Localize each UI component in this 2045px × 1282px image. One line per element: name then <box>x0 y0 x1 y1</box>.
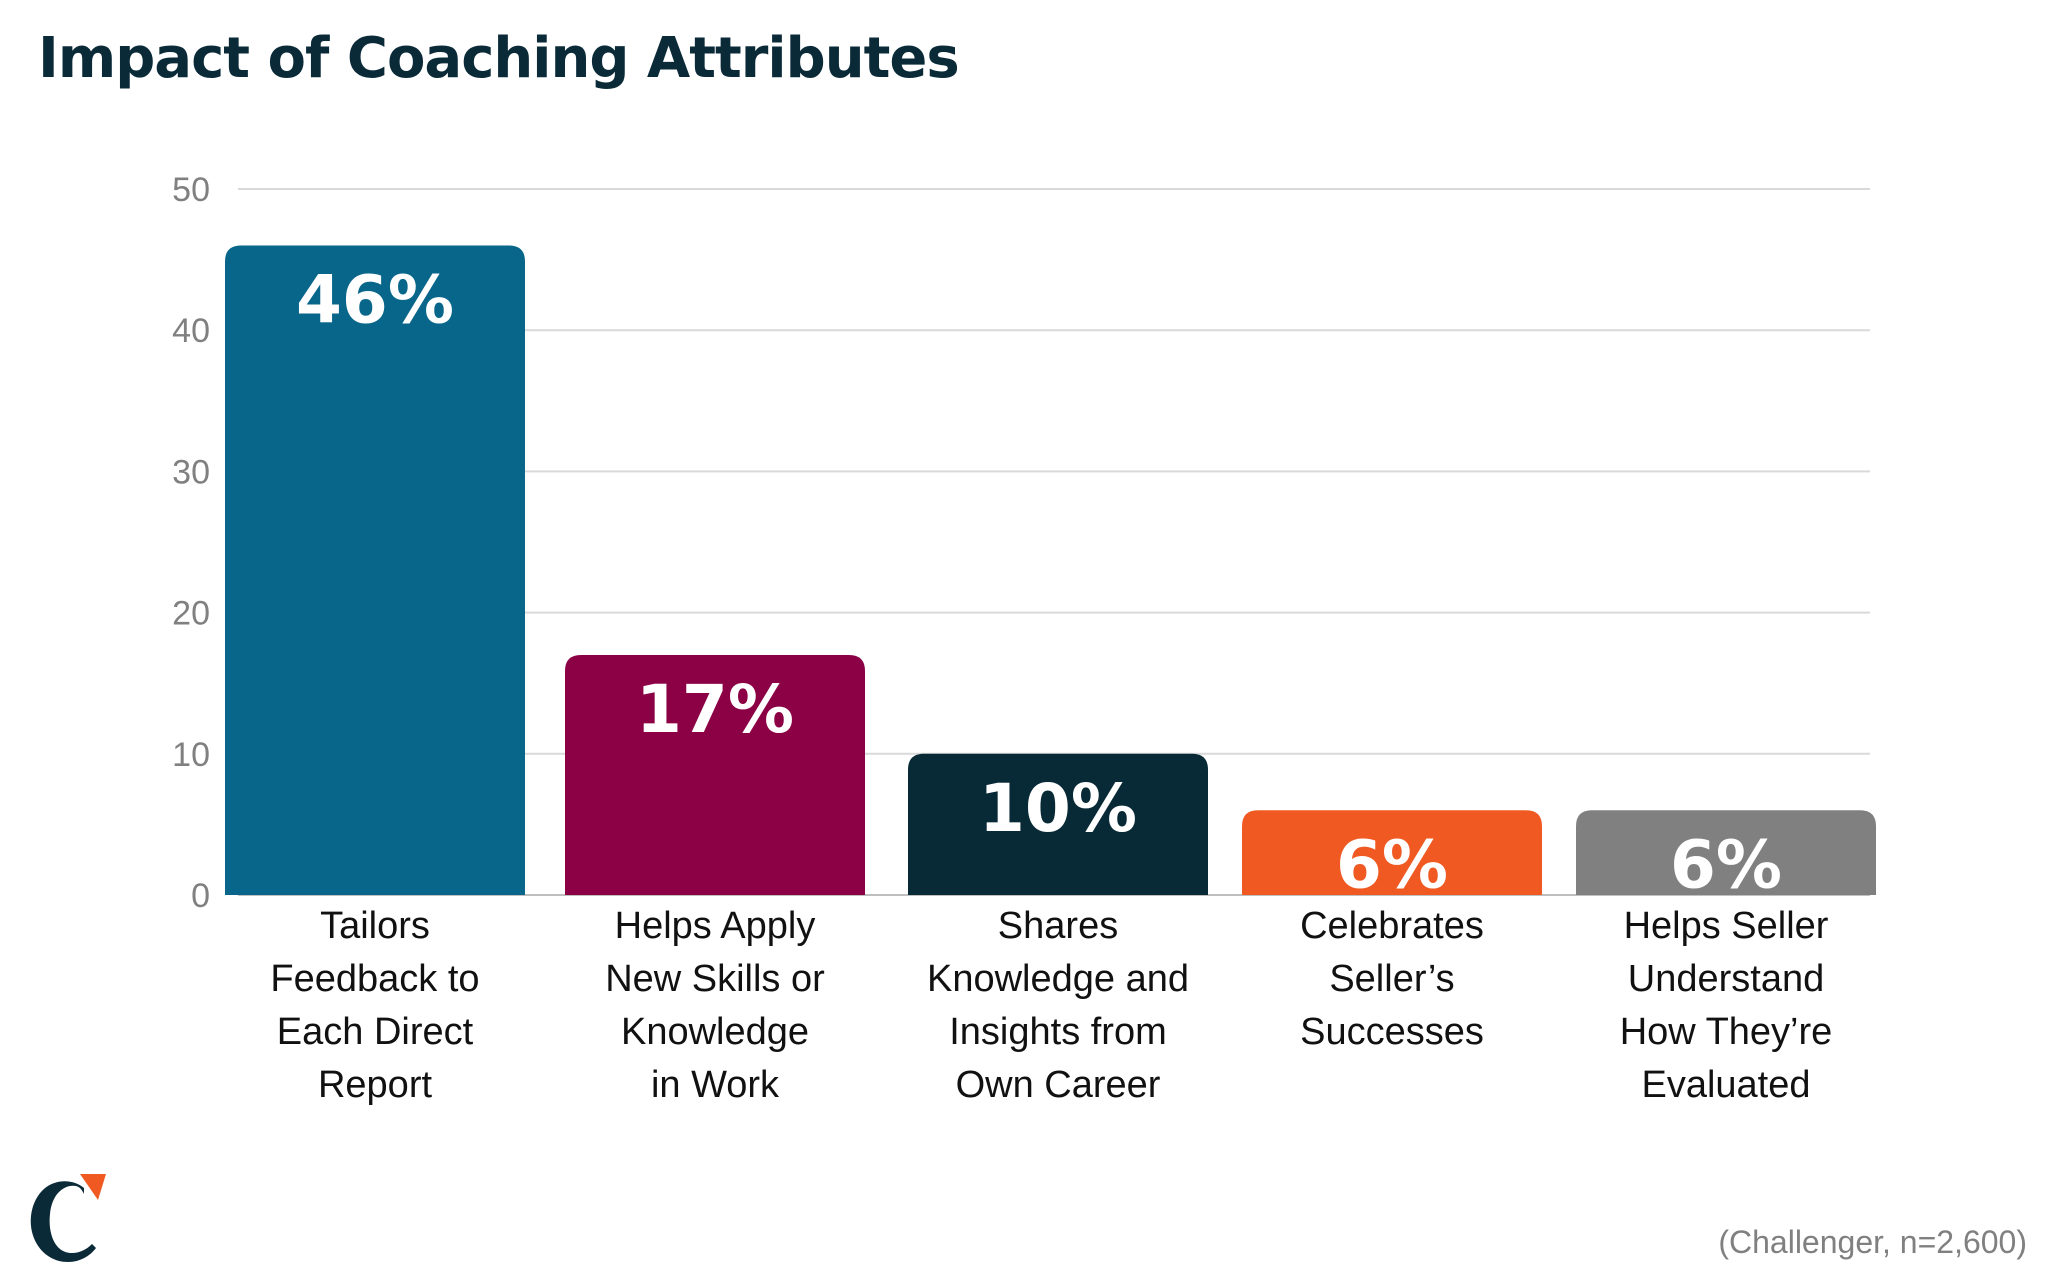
y-tick-label: 10 <box>172 736 210 774</box>
category-label: Insights from <box>949 1011 1167 1053</box>
bar-value-label: 6% <box>1670 826 1782 903</box>
category-label: Report <box>318 1064 432 1106</box>
category-label: in Work <box>651 1064 780 1106</box>
y-axis-ticks: 0 10 20 30 40 50 <box>172 171 210 915</box>
bar-value-label: 46% <box>296 261 454 338</box>
category-label: New Skills or <box>605 958 825 1000</box>
bar <box>565 654 865 895</box>
value-labels: 46% 17% 10% 6% 6% <box>296 261 1782 903</box>
bar-value-label: 10% <box>979 770 1137 847</box>
challenger-c-logo-icon <box>30 1174 106 1262</box>
y-tick-label: 40 <box>172 312 210 350</box>
y-tick-label: 20 <box>172 595 210 633</box>
category-label: Celebrates <box>1300 905 1484 947</box>
y-tick-label: 30 <box>172 453 210 491</box>
category-label: Feedback to <box>270 958 479 1000</box>
bars <box>225 245 1876 896</box>
category-label: Helps Seller <box>1624 905 1829 947</box>
category-label: Knowledge and <box>927 958 1189 1000</box>
category-label: Seller’s <box>1329 958 1454 1000</box>
category-label: Evaluated <box>1641 1064 1810 1106</box>
category-label: Successes <box>1300 1011 1484 1053</box>
bar <box>908 753 1208 895</box>
category-label: Knowledge <box>621 1011 809 1053</box>
source-note: (Challenger, n=2,600) <box>1718 1224 2027 1260</box>
bar-value-label: 17% <box>636 671 794 748</box>
bar <box>1576 810 1876 895</box>
y-tick-label: 50 <box>172 171 210 209</box>
chart-title: Impact of Coaching Attributes <box>38 26 960 91</box>
category-label: Each Direct <box>277 1011 474 1053</box>
bar-value-label: 6% <box>1336 826 1448 903</box>
bar <box>1242 810 1542 895</box>
y-tick-label: 0 <box>191 877 210 915</box>
category-label: Understand <box>1628 958 1824 1000</box>
category-label: Shares <box>998 905 1118 947</box>
category-label: Tailors <box>320 905 430 947</box>
bar <box>225 245 525 896</box>
category-label: Helps Apply <box>615 905 816 947</box>
x-axis-labels: Tailors Feedback to Each Direct Report Helps… <box>270 905 1832 1106</box>
category-label: Own Career <box>956 1064 1161 1106</box>
category-label: How They’re <box>1620 1011 1833 1053</box>
